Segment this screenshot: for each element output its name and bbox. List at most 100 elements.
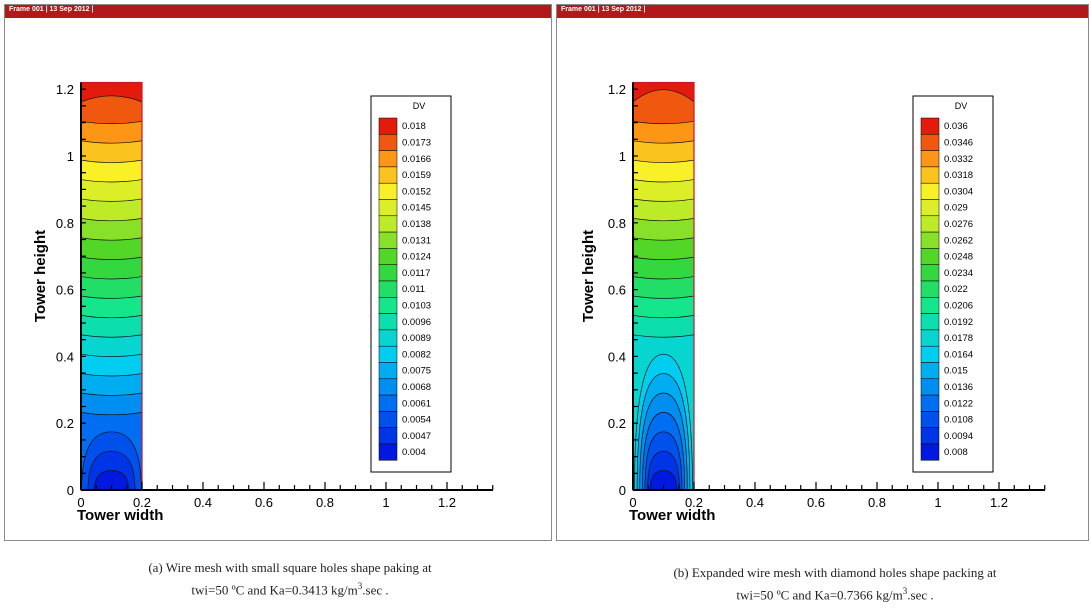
legend-level-label: 0.0234 [944,268,973,279]
contour-band [94,470,129,491]
legend-swatch [920,394,940,412]
legend-level-label: 0.0248 [944,252,973,263]
legend-level-label: 0.015 [944,366,968,377]
legend-level-label: 0.0103 [402,300,431,311]
panel-a: Frame 001 | 13 Sep 2012 | 0 0.2 0.4 0.6 0.8 1… [4,4,552,541]
legend-level-label: 0.0178 [944,333,973,344]
legend-swatch [378,345,398,363]
y-tick-label: 0.2 [56,416,74,431]
legend-swatch [920,150,940,168]
legend-swatch [378,134,398,151]
x-tick-label: 1.2 [438,495,456,510]
legend-swatch [378,362,398,380]
legend-swatch [920,427,940,445]
legend-level-label: 0.0192 [944,317,973,328]
y-tick-label: 0.4 [56,349,74,364]
x-tick-label: 1.2 [990,495,1008,510]
y-tick-label: 0.6 [608,283,626,298]
legend-level-label: 0.0346 [944,137,973,148]
legend-title: DV [413,101,426,111]
y-axis-label: Tower height [32,230,49,322]
legend-level-label: 0.0145 [402,203,431,214]
x-axis-label: Tower width [77,507,163,524]
legend-swatch [378,427,398,445]
legend-swatch [378,313,398,331]
legend-swatch [920,345,940,363]
legend-swatch [920,215,940,233]
x-tick-label: 0.2 [685,495,703,510]
caption-line-1: (b) Expanded wire mesh with diamond hole… [673,565,997,580]
legend-level-label: 0.0332 [944,154,973,165]
frame-label: Frame 001 | 13 Sep 2012 | [9,6,94,13]
legend-level-label: 0.0136 [944,382,973,393]
contour-field [633,82,694,491]
x-axis-label: Tower width [629,507,715,524]
legend-swatch [920,313,940,331]
legend-level-label: 0.0094 [944,431,973,442]
legend-title: DV [955,101,968,111]
legend-level-label: 0.0108 [944,415,973,426]
contour-plot-b: 0 0.2 0.4 0.6 0.8 1 1.2 0 0.2 0.4 0.6 0.8 1 1.2 Tower … [580,81,1046,524]
y-tick-label: 1 [619,149,626,164]
legend-level-label: 0.0061 [402,398,431,409]
y-tick-label: 1.2 [608,82,626,97]
legend-swatch [378,329,398,347]
x-tick-label: 0.6 [807,495,825,510]
x-tick-label: 1 [934,495,941,510]
legend-level-label: 0.0096 [402,317,431,328]
legend-swatch [378,378,398,396]
x-tick-label: 0.6 [255,495,273,510]
x-tick-label: 0.4 [746,495,764,510]
legend-swatch [920,378,940,396]
x-tick-label: 1 [382,495,389,510]
legend-swatch [378,199,398,217]
legend-level-label: 0.004 [402,447,426,458]
legend-swatch [920,248,940,265]
legend-swatch [920,264,940,282]
legend-swatch [378,231,398,249]
legend-swatch [920,411,940,428]
legend-swatch [920,231,940,249]
legend: DV 0.036 0.0346 0.0332 0.0318 0.0304 0.029 0.02… [912,95,994,473]
frame-bar: Frame 001 | 13 Sep 2012 | [5,5,551,18]
legend-swatch [378,443,398,461]
legend-level-label: 0.0138 [402,219,431,230]
frame-bar: Frame 001 | 13 Sep 2012 | [557,5,1088,18]
legend-level-label: 0.0124 [402,252,431,263]
legend-level-label: 0.0159 [402,170,431,181]
legend: DV 0.018 0.0173 0.0166 0.0159 0.0152 0.0145 0.0… [370,95,452,473]
y-tick-label: 0.4 [608,349,626,364]
legend-level-label: 0.0318 [944,170,973,181]
y-axis-label: Tower height [580,230,597,322]
legend-level-label: 0.0054 [402,415,431,426]
y-tick-label: 0.8 [56,216,74,231]
legend-level-label: 0.0164 [944,349,973,360]
legend-swatch [378,394,398,412]
legend-level-label: 0.0047 [402,431,431,442]
legend-swatch [378,264,398,282]
legend-level-label: 0.0122 [944,398,973,409]
legend-level-label: 0.008 [944,447,968,458]
legend-level-label: 0.0166 [402,154,431,165]
caption-line-2: twi=50 ºC and Ka=0.3413 kg/m3.sec . [191,581,389,598]
legend-swatch [920,280,940,298]
contour-plot-a: 0 0.2 0.4 0.6 0.8 1 1.2 0 0.2 0.4 0.6 0.8 1 1.2 Tower … [32,81,494,524]
legend-level-label: 0.0075 [402,366,431,377]
caption-line-2: twi=50 ºC and Ka=0.7366 kg/m3.sec . [736,586,934,603]
frame-label: Frame 001 | 13 Sep 2012 | [561,6,646,13]
x-tick-label: 0.8 [868,495,886,510]
contour-band [649,470,678,491]
y-tick-label: 0.2 [608,416,626,431]
y-tick-label: 1.2 [56,82,74,97]
legend-swatch [920,134,940,151]
axes: 0 0.2 0.4 0.6 0.8 1 1.2 0 0.2 0.4 0.6 0.8 1 1.2 Tower … [32,82,494,524]
legend-level-label: 0.0152 [402,186,431,197]
legend-level-label: 0.0131 [402,235,431,246]
contour-field [81,82,142,491]
legend-swatch [920,297,940,314]
x-tick-label: 0.8 [316,495,334,510]
caption-a: (a) Wire mesh with small square holes sh… [60,558,520,599]
legend-swatch [920,443,940,461]
legend-level-label: 0.011 [402,284,425,295]
y-tick-label: 0 [67,483,74,498]
